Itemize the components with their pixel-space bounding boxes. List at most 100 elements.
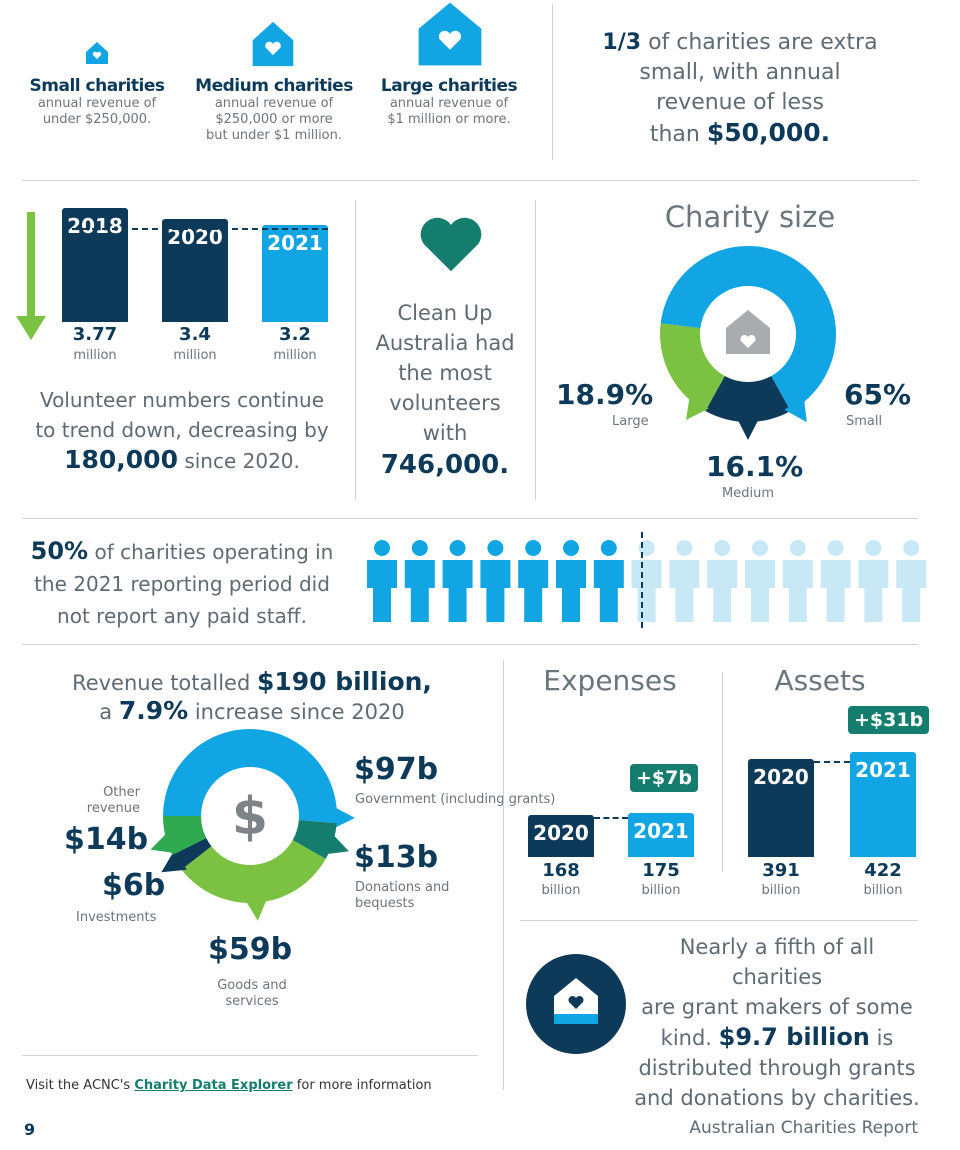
category-desc: under $250,000. <box>42 112 152 127</box>
expenses-change-badge: +$7b <box>630 764 698 792</box>
donations-label: Donations and bequests <box>355 880 450 911</box>
text-line: volunteers <box>389 391 501 415</box>
text-line: Revenue totalled <box>72 671 257 695</box>
person-icon <box>745 540 775 622</box>
small-segment-pointer <box>784 396 807 423</box>
volunteer-value: 3.4 <box>179 324 211 345</box>
stat-bold: 1/3 <box>602 30 642 55</box>
person-icon <box>858 540 889 622</box>
expenses-value: 175 <box>642 860 680 881</box>
text-line: with <box>422 421 468 445</box>
investments-value: $6b <box>102 868 166 903</box>
small-charities: Small charities annual revenue of under … <box>22 76 172 128</box>
assets-change-badge: +$31b <box>848 706 930 734</box>
text-line: since 2020. <box>177 449 300 473</box>
divider <box>722 672 723 872</box>
expenses-title: Expenses <box>543 664 677 697</box>
heart-icon <box>740 334 756 348</box>
divider <box>520 920 918 921</box>
investments-label: Investments <box>76 910 157 925</box>
large-segment <box>660 323 725 411</box>
volunteer-unit: million <box>173 348 217 363</box>
large-pct: 18.9% <box>556 378 654 411</box>
medium-pct: 16.1% <box>706 450 804 483</box>
medium-charity-house-icon <box>252 21 294 67</box>
revenue-donut: $ <box>150 729 355 921</box>
divider <box>22 1055 478 1056</box>
staff-pictograph <box>367 532 927 630</box>
volunteer-bar-2021: 2021 <box>262 225 328 322</box>
government-value: $97b <box>354 752 439 787</box>
dollar-icon: $ <box>232 787 268 847</box>
assets-value: 391 <box>762 860 800 881</box>
investments-segment <box>172 837 212 870</box>
down-arrow-icon <box>16 212 46 340</box>
expenses-unit: billion <box>641 883 681 898</box>
text-line: kind. <box>660 1026 719 1050</box>
person-icon <box>896 540 927 622</box>
category-desc: annual revenue of <box>37 96 157 111</box>
medium-charities: Medium charities annual revenue of $250,… <box>186 76 362 144</box>
text-line: the most <box>398 361 492 385</box>
expenses-unit: billion <box>541 883 581 898</box>
reference-line <box>62 228 328 230</box>
revenue-heading: Revenue totalled $190 billion, a 7.9% in… <box>22 668 482 726</box>
assets-unit: billion <box>761 883 801 898</box>
volunteer-text: Volunteer numbers continue to trend down… <box>22 385 342 476</box>
government-segment <box>163 729 337 824</box>
volunteer-unit: million <box>73 348 117 363</box>
charity-data-explorer-link[interactable]: Charity Data Explorer <box>134 1078 293 1093</box>
person-icon <box>669 540 700 622</box>
medium-segment-pointer <box>736 417 760 440</box>
other-segment-pointer <box>150 831 176 854</box>
divider <box>22 180 918 181</box>
goods-label: Goods and services <box>217 978 287 1009</box>
government-label: Government (including grants) <box>355 792 556 807</box>
text-bold: $190 billion, <box>256 667 432 696</box>
text-line: of charities operating in <box>88 540 334 564</box>
large-segment-pointer <box>686 394 709 421</box>
assets-bar-2020: 2020 <box>748 759 814 857</box>
divider <box>535 200 536 500</box>
stat-text: revenue of less <box>656 90 824 115</box>
investments-segment-pointer <box>161 850 187 873</box>
other-label: Other revenue <box>86 785 140 816</box>
assets-title: Assets <box>774 664 866 697</box>
text-bold: 7.9% <box>118 696 189 725</box>
text-line: Volunteer numbers continue <box>39 388 325 412</box>
divider <box>552 4 553 160</box>
volunteer-bar-2020: 2020 <box>162 219 228 322</box>
person-icon <box>556 540 586 622</box>
person-icon <box>782 540 813 622</box>
footer-text: for more information <box>292 1078 432 1093</box>
text-line: distributed through grants <box>638 1056 916 1080</box>
text-line: Clean Up <box>397 301 493 325</box>
text-line: and donations by charities. <box>634 1086 920 1110</box>
category-title: Medium charities <box>195 76 353 96</box>
text-line: is <box>869 1026 894 1050</box>
goods-segment <box>181 840 326 903</box>
medium-segment <box>705 375 791 422</box>
charity-size-title: Charity size <box>664 200 836 234</box>
person-icon <box>593 540 624 622</box>
footer-visit: Visit the ACNC's Charity Data Explorer f… <box>26 1078 432 1093</box>
category-title: Large charities <box>380 76 518 96</box>
divider <box>22 644 918 645</box>
person-icon <box>367 540 397 622</box>
stat-bold: $50,000. <box>706 118 831 147</box>
assets-unit: billion <box>863 883 903 898</box>
goods-segment-pointer <box>244 897 268 921</box>
expenses-bar-2020: 2020 <box>528 815 594 857</box>
stat-text: than <box>649 122 707 147</box>
assets-value: 422 <box>864 860 902 881</box>
other-segment <box>163 816 207 856</box>
divider <box>503 660 504 1090</box>
text-bold: $9.7 billion <box>718 1023 870 1051</box>
clean-up-text: Clean Up Australia had the most voluntee… <box>360 298 530 480</box>
volunteer-bar-2018: 2018 <box>62 208 128 322</box>
small-label: Small <box>846 414 883 429</box>
extra-small-stat: 1/3 of charities are extra small, with a… <box>560 28 920 150</box>
text-bold: 180,000 <box>64 445 178 474</box>
stat-text: of charities are extra <box>641 30 878 55</box>
category-desc: $1 million or more. <box>387 112 511 127</box>
